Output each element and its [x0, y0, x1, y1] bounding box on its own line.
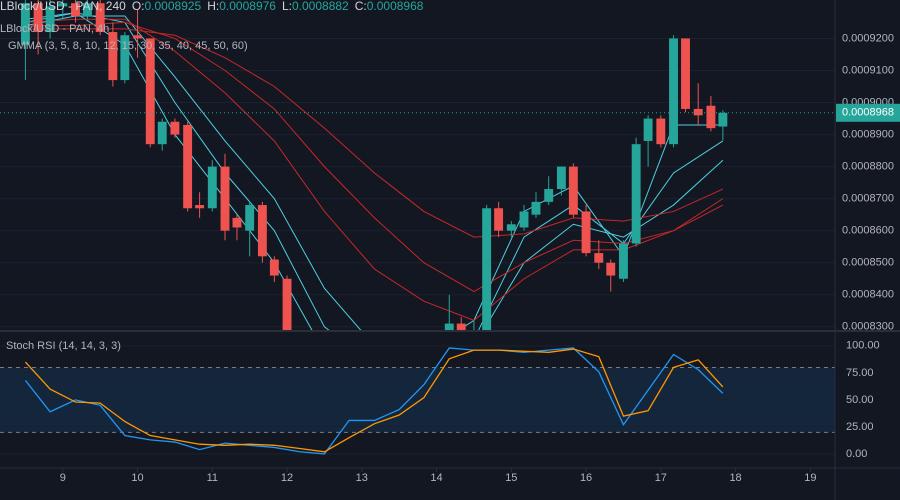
candle-body	[83, 3, 92, 17]
ohlc-key: O:	[132, 0, 145, 13]
y-tick-label: 0.0008400	[842, 289, 894, 301]
ohlc-value: 0.0008925	[145, 0, 202, 13]
candle-body	[718, 112, 728, 127]
candle-body	[482, 208, 492, 330]
ohlc-key: L:	[282, 0, 292, 13]
x-tick-label: 14	[430, 472, 442, 484]
candle-body	[95, 3, 105, 33]
candle-body	[494, 208, 504, 231]
candle-body	[195, 205, 205, 209]
y-tick-label: 0.0008500	[842, 257, 894, 269]
header: LBlock/USD - PAN, 240 O:0.0008925 H:0.0008…	[0, 0, 424, 13]
indicator-title: Stoch RSI (14, 14, 3, 3)	[6, 340, 121, 352]
last-price-label: 0.0008968	[842, 107, 894, 119]
x-tick-label: 19	[804, 472, 816, 484]
candle-body	[581, 211, 591, 254]
candle-body	[606, 262, 616, 276]
y-tick-label: 50.00	[846, 394, 874, 406]
candle-body	[531, 201, 541, 215]
y-tick-label: 0.0008300	[842, 321, 894, 333]
symbol-title: LBlock/USD - PAN, 240	[0, 0, 126, 13]
candle-body	[456, 323, 466, 330]
candle-body	[618, 243, 628, 279]
subtitle: LBlock/USD - PAN, 4h	[0, 23, 109, 35]
x-tick-label: 13	[356, 472, 368, 484]
candle-body	[269, 259, 279, 276]
x-tick-label: 18	[729, 472, 741, 484]
ohlc-key: C:	[355, 0, 367, 13]
x-tick-label: 12	[281, 472, 293, 484]
candle-body	[207, 166, 217, 209]
y-tick-label: 0.0008900	[842, 128, 894, 140]
candle-body	[519, 211, 529, 228]
indicator-name: GMMA (3, 5, 8, 10, 12, 15, 30, 35, 40, 4…	[8, 40, 248, 52]
overlay: 0.0008300 0.0008400 0.0008500 0.0008600 0.00…	[0, 0, 900, 484]
candle-body	[232, 217, 242, 228]
y-tick-label: 75.00	[846, 367, 874, 379]
y-tick-label: 25.00	[846, 421, 874, 433]
stoch-pane	[0, 345, 835, 455]
y-tick-label: 0.0008700	[842, 193, 894, 205]
y-tick-label: 0.0009200	[842, 32, 894, 44]
y-tick-label: 0.00	[846, 448, 867, 460]
candle-body	[257, 205, 267, 257]
x-tick-label: 16	[580, 472, 592, 484]
y-tick-label: 0.0008800	[842, 161, 894, 173]
candle-body	[282, 278, 292, 330]
candle-body	[556, 166, 566, 190]
price-pane	[0, 0, 835, 330]
x-tick-label: 11	[207, 472, 218, 484]
last-price-box	[836, 103, 900, 122]
candle-body	[631, 144, 641, 244]
candle-body	[183, 124, 193, 209]
y-tick-label: 0.0008600	[842, 225, 894, 237]
x-tick-label: 9	[60, 472, 66, 484]
candle-body	[245, 205, 255, 231]
candle-body	[444, 323, 454, 330]
candle-body	[568, 166, 578, 215]
y-tick-label: 0.0009100	[842, 64, 894, 76]
gmma-line	[25, 28, 724, 238]
y-tick-label: 100.00	[846, 340, 880, 352]
candle-body	[133, 35, 142, 39]
candle-body	[220, 166, 230, 231]
candle-body	[594, 253, 604, 263]
candle-body	[643, 118, 653, 141]
ohlc-value: 0.0008968	[367, 0, 424, 13]
candle-body	[157, 121, 167, 145]
candle-body	[58, 3, 68, 7]
ohlc-value: 0.0008976	[219, 0, 276, 13]
candle-body	[20, 3, 30, 45]
stoch-line	[24, 348, 724, 453]
x-tick-label: 15	[505, 472, 517, 484]
candle-body	[45, 6, 55, 33]
gmma-line	[25, 18, 724, 321]
candle-body	[506, 224, 516, 231]
candle-body	[693, 108, 703, 116]
candle-body	[681, 38, 690, 109]
candle-body	[33, 3, 43, 33]
candle-body	[170, 121, 180, 135]
x-tick-label: 17	[655, 472, 667, 484]
candle-body	[71, 3, 80, 17]
candle-body	[145, 38, 155, 145]
candle-body	[544, 189, 554, 202]
candle-body	[706, 105, 716, 129]
ohlc-value: 0.0008882	[292, 0, 349, 13]
stoch-line	[24, 347, 724, 455]
candle-body	[108, 32, 118, 81]
ohlc-key: H:	[207, 0, 219, 13]
x-tick-label: 10	[131, 472, 143, 484]
candle-body	[120, 35, 130, 81]
gmma-line	[25, 12, 724, 330]
gmma-line	[25, 21, 724, 293]
candle-body	[669, 38, 678, 145]
candle-body	[656, 118, 666, 145]
